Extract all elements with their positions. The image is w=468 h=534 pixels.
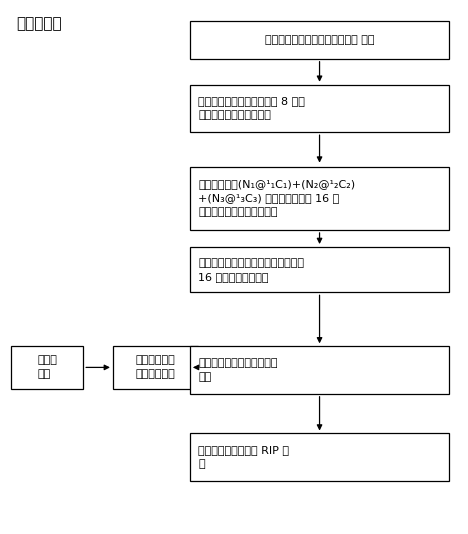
Bar [11, 346, 83, 389]
Text: 连续调
图像: 连续调 图像 [37, 356, 57, 379]
Text: 原始防伪信息（图像、文字、商 标）: 原始防伪信息（图像、文字、商 标） [265, 35, 374, 45]
Text: 二进制加密防伪信息信道编码，生成
16 位二进制调制信号: 二进制加密防伪信息信道编码，生成 16 位二进制调制信号 [198, 257, 304, 281]
Bar [113, 346, 198, 389]
Bar [190, 85, 449, 132]
Text: 输出嵌入防伪信息的 RIP 文
件: 输出嵌入防伪信息的 RIP 文 件 [198, 445, 289, 469]
Bar [190, 21, 449, 59]
Text: 通过位扩展和(N₁@¹₁C₁)+(N₂@¹₂C₂)
+(N₃@¹₃C₃) 加密运算，生成 16 位
一组二进制加密防伪信息表: 通过位扩展和(N₁@¹₁C₁)+(N₂@¹₂C₂) +(N₃@¹₃C₃) 加密运… [198, 179, 356, 217]
Bar [190, 247, 449, 292]
Text: 图像栅格化处
理、混合加网: 图像栅格化处 理、混合加网 [136, 356, 175, 379]
Text: 循环查表法调制调幅网点的
形状: 循环查表法调制调幅网点的 形状 [198, 358, 278, 382]
Bar [190, 167, 449, 230]
Bar [190, 434, 449, 481]
Bar [190, 346, 449, 394]
Text: 防伪信息数字化处理，生成 8 位一
组的二进制防伪信息表。: 防伪信息数字化处理，生成 8 位一 组的二进制防伪信息表。 [198, 97, 305, 121]
Text: 加密流程图: 加密流程图 [17, 16, 62, 31]
